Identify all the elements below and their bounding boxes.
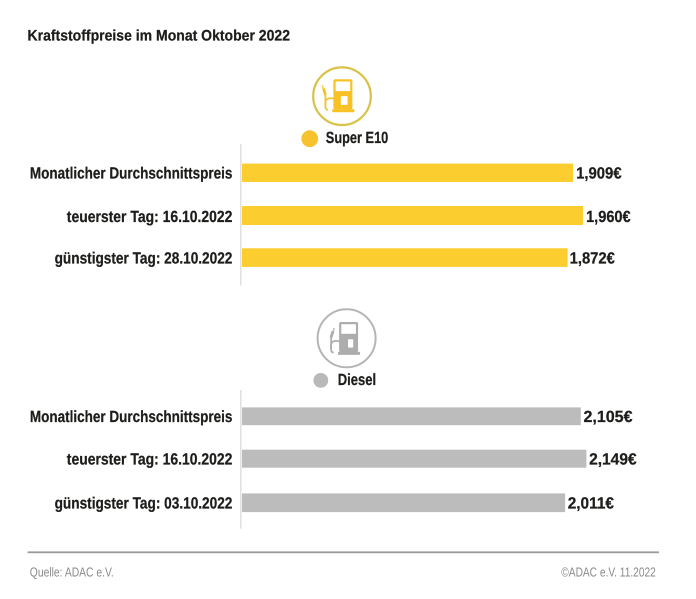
svg-text:©ADAC e.V. 11.2022: ©ADAC e.V. 11.2022 <box>561 564 656 579</box>
svg-text:Monatlicher Durchschnittspreis: Monatlicher Durchschnittspreis <box>30 408 233 426</box>
svg-text:Super E10: Super E10 <box>326 129 389 147</box>
svg-text:günstigster Tag: 03.10.2022: günstigster Tag: 03.10.2022 <box>55 495 233 513</box>
svg-text:Monatlicher Durchschnittspreis: Monatlicher Durchschnittspreis <box>30 164 233 182</box>
svg-text:2,011€: 2,011€ <box>568 495 614 513</box>
svg-text:2,105€: 2,105€ <box>584 408 633 426</box>
svg-text:Diesel: Diesel <box>338 371 376 389</box>
svg-text:günstigster Tag: 28.10.2022: günstigster Tag: 28.10.2022 <box>55 249 233 267</box>
svg-text:1,960€: 1,960€ <box>586 208 631 226</box>
svg-text:1,909€: 1,909€ <box>576 164 622 182</box>
svg-text:Kraftstoffpreise im Monat Okto: Kraftstoffpreise im Monat Oktober 2022 <box>28 27 291 44</box>
svg-text:teuerster Tag: 16.10.2022: teuerster Tag: 16.10.2022 <box>67 208 233 226</box>
svg-text:Quelle: ADAC e.V.: Quelle: ADAC e.V. <box>30 565 114 580</box>
svg-text:1,872€: 1,872€ <box>570 249 615 267</box>
svg-text:teuerster Tag: 16.10.2022: teuerster Tag: 16.10.2022 <box>67 451 233 469</box>
svg-text:2,149€: 2,149€ <box>589 451 637 469</box>
